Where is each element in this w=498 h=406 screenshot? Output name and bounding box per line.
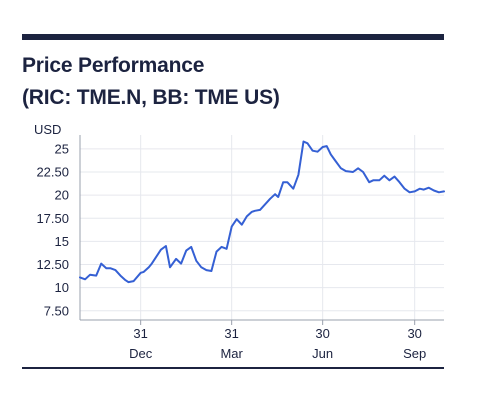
x-tick-sublabel: Dec xyxy=(129,346,153,361)
bottom-rule xyxy=(22,367,444,369)
y-tick-label: 10 xyxy=(55,280,69,295)
price-line xyxy=(79,140,445,284)
x-tick-sublabel: Sep xyxy=(403,346,426,361)
top-rule xyxy=(22,34,444,40)
x-tick-label: 30 xyxy=(315,326,329,341)
x-tick-sublabel: Jun xyxy=(312,346,333,361)
y-tick-label: 7.50 xyxy=(44,303,69,318)
x-tick-sublabel: Mar xyxy=(220,346,243,361)
y-tick-labels: 7.50 10 12.50 15 17.50 20 22.50 25 xyxy=(36,141,69,318)
grid-layer xyxy=(80,135,444,320)
x-tick-label: 31 xyxy=(133,326,147,341)
y-tick-label: 17.50 xyxy=(36,211,69,226)
chart-title-line1: Price Performance xyxy=(22,54,205,77)
axis-layer xyxy=(79,135,444,325)
y-tick-label: 20 xyxy=(55,188,69,203)
x-tick-label: 31 xyxy=(224,326,238,341)
chart-title-line2: (RIC: TME.N, BB: TME US) xyxy=(22,86,280,109)
x-tick-label: 30 xyxy=(407,326,421,341)
y-tick-label: 15 xyxy=(55,234,69,249)
y-tick-label: 22.50 xyxy=(36,165,69,180)
y-tick-label: 12.50 xyxy=(36,257,69,272)
y-tick-label: 25 xyxy=(55,141,69,156)
y-axis-unit-label: USD xyxy=(34,122,61,137)
x-tick-labels: 31 Dec 31 Mar 30 Jun 30 Sep xyxy=(129,326,426,361)
series-layer xyxy=(79,140,445,284)
